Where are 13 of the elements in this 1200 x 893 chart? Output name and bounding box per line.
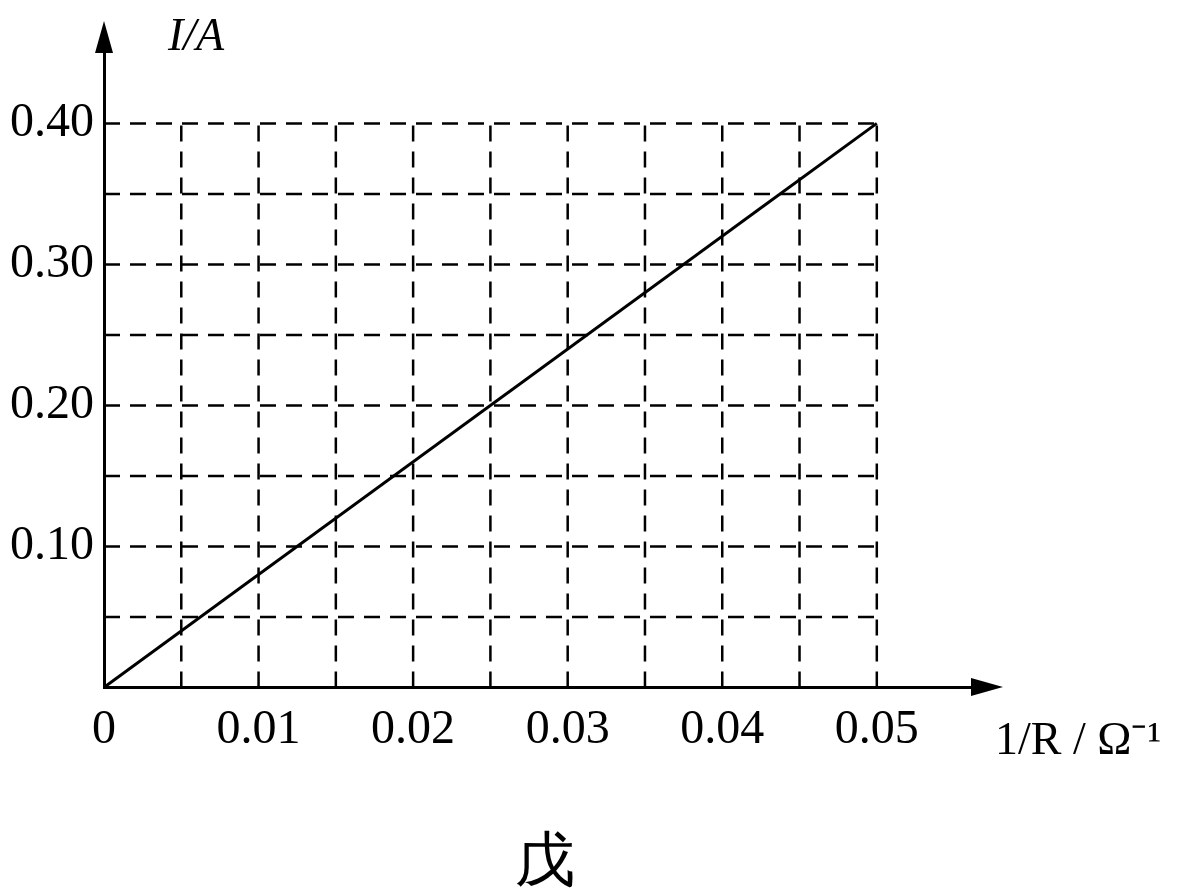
x-tick-label: 0.03 (525, 699, 610, 753)
y-axis-title: I/A (168, 8, 225, 61)
x-tick-label: 0.01 (216, 699, 301, 753)
x-axis-title: 1/R / Ω⁻¹ (995, 712, 1162, 766)
y-tick-label: 0.40 (10, 93, 94, 147)
y-tick-label: 0.10 (10, 516, 94, 570)
x-tick-label: 0.05 (834, 699, 919, 753)
x-tick-label: 0.02 (371, 699, 456, 753)
x-tick-label: 0.04 (680, 699, 765, 753)
y-tick-label: 0.20 (10, 375, 94, 429)
y-tick-label: 0.30 (10, 234, 94, 288)
text: 戊 (515, 826, 575, 893)
x-tick-label: 0 (92, 699, 116, 753)
